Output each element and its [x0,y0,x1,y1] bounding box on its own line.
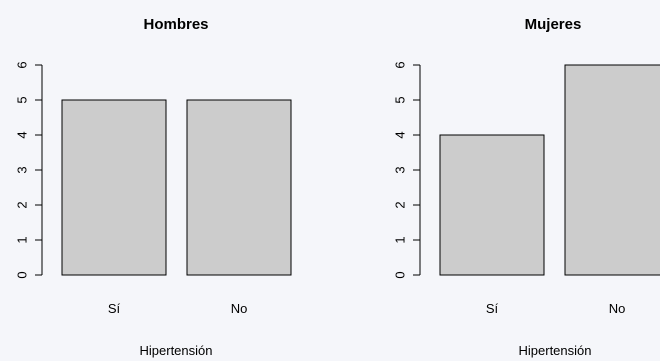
y-tick-label-5: 5 [15,96,30,103]
chart-panel-mujeres: Mujeres Hipertensión 0 1 2 3 4 5 6 Sí No [393,16,660,358]
y-tick-label-0: 0 [393,271,408,278]
x-category-label: Sí [108,301,121,316]
x-axis-title: Hipertensión [519,343,592,358]
y-tick-label-3: 3 [393,166,408,173]
y-tick-label-6: 6 [15,61,30,68]
y-tick-label-1: 1 [393,236,408,243]
y-tick-label-4: 4 [15,131,30,138]
bar-1 [186,99,292,276]
bar-1 [564,64,660,276]
chart-title: Hombres [143,16,208,33]
y-tick-label-4: 4 [393,131,408,138]
x-category-label: Sí [486,301,499,316]
x-category-label: No [609,301,626,316]
y-tick-label-2: 2 [393,201,408,208]
y-tick-label-0: 0 [15,271,30,278]
bar-0 [439,134,545,276]
chart-panel-hombres: Hombres Hipertensión 0 1 2 3 4 5 6 Sí No [15,16,292,358]
y-tick-label-2: 2 [15,201,30,208]
y-tick-label-6: 6 [393,61,408,68]
x-axis-title: Hipertensión [140,343,213,358]
y-tick-label-1: 1 [15,236,30,243]
y-tick-label-5: 5 [393,96,408,103]
y-tick-label-3: 3 [15,166,30,173]
chart-title: Mujeres [525,16,582,33]
x-category-label: No [231,301,248,316]
bar-0 [61,99,167,276]
